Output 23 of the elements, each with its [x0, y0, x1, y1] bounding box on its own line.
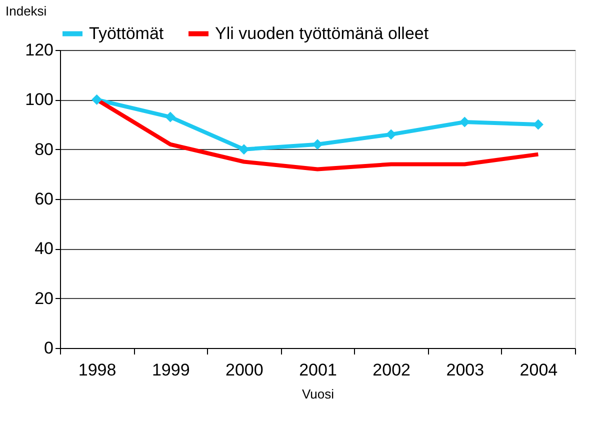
y-tick-label: 20 [34, 288, 54, 308]
y-tick-label: 0 [44, 338, 54, 358]
y-tick-label: 60 [34, 190, 54, 208]
legend-label: Työttömät [89, 24, 164, 43]
x-tick-label: 2001 [299, 360, 337, 380]
x-tick-label: 1998 [78, 360, 116, 380]
x-tick-label: 2002 [372, 360, 410, 380]
y-tick-label: 80 [34, 140, 54, 159]
x-tick-label: 2003 [446, 360, 484, 380]
y-tick-label: 100 [25, 90, 54, 110]
legend-label: Yli vuoden työttömänä olleet [215, 24, 429, 43]
x-tick-label: 1999 [152, 360, 190, 380]
point [92, 94, 102, 105]
x-tick-label: 2000 [226, 360, 264, 380]
point [165, 112, 176, 122]
x-tick-label: 2004 [520, 360, 558, 380]
point [459, 116, 470, 128]
y-axis-title: Indeksi [6, 4, 47, 18]
y-tick-label: 40 [34, 239, 54, 258]
point [386, 129, 396, 140]
point [312, 139, 323, 150]
x-axis-title: Vuosi [302, 386, 334, 402]
y-tick-label: 120 [25, 40, 54, 60]
